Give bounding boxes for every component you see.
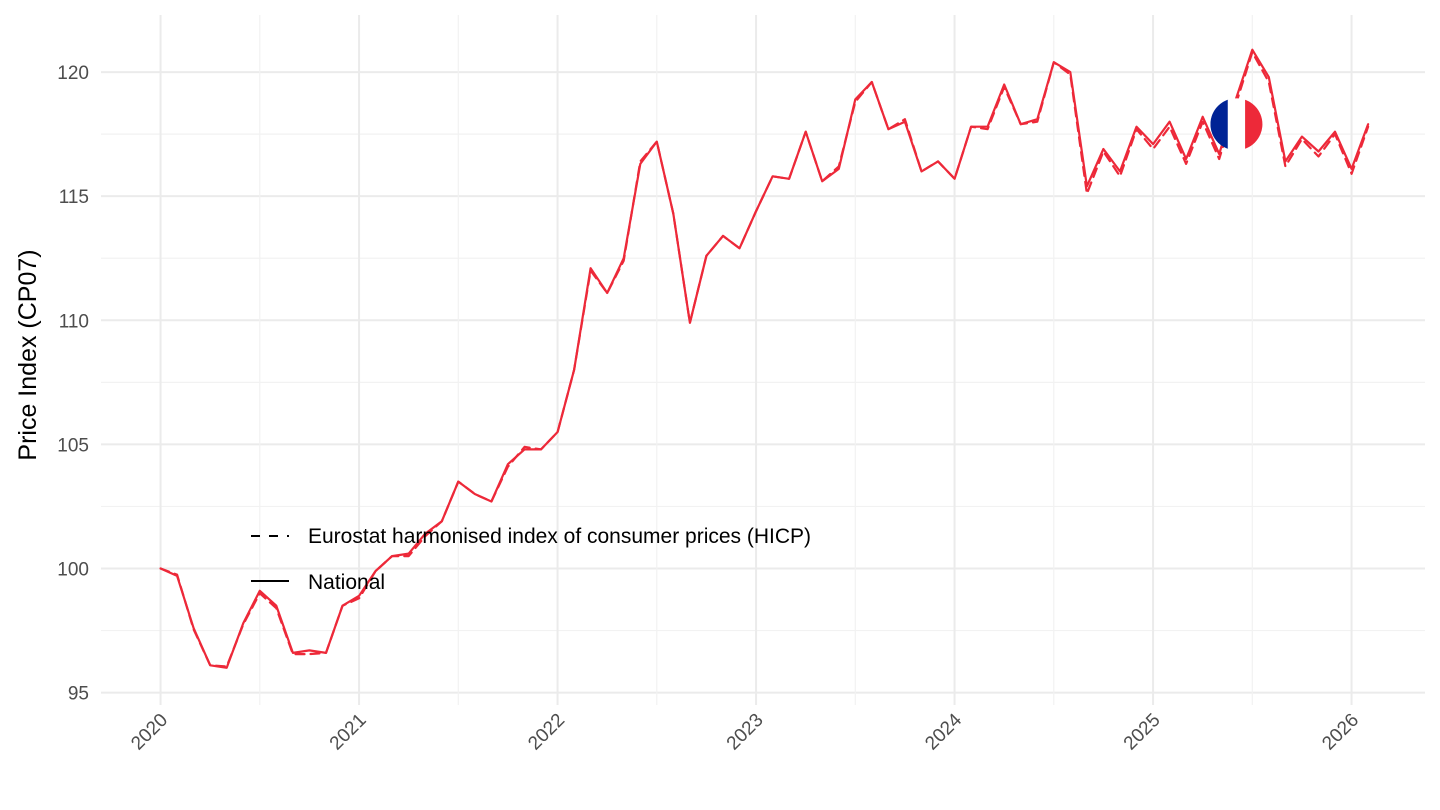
x-tick-label: 2021	[326, 710, 371, 755]
x-tick-label: 2020	[127, 710, 172, 755]
x-tick-label: 2025	[1120, 710, 1165, 755]
series-line-national	[159, 48, 1370, 669]
legend-label-national: National	[308, 571, 385, 594]
y-tick-label: 100	[57, 559, 89, 580]
grid-layer	[101, 15, 1425, 705]
y-tick-label: 110	[59, 311, 89, 332]
x-axis-ticks: 2020 2021 2022 2023 2024 2025 2026	[127, 709, 1363, 754]
y-tick-label: 120	[57, 63, 89, 84]
x-tick-label: 2026	[1318, 710, 1363, 755]
y-tick-label: 95	[68, 684, 89, 705]
flag-icon	[1210, 98, 1263, 151]
flag-stripe	[1245, 98, 1263, 151]
france-flag-marker	[1210, 98, 1263, 151]
x-tick-label: 2024	[921, 709, 966, 754]
x-tick-label: 2023	[723, 710, 768, 755]
x-tick-label: 2022	[524, 710, 569, 755]
y-tick-label: 105	[57, 435, 89, 456]
series-layer	[159, 48, 1370, 669]
y-axis-ticks: 95 100 105 110 115 120	[57, 63, 89, 705]
flag-stripe	[1227, 98, 1246, 151]
legend: Eurostat harmonised index of consumer pr…	[251, 525, 811, 594]
legend-label-hicp: Eurostat harmonised index of consumer pr…	[308, 525, 811, 548]
flag-stripe	[1210, 98, 1229, 151]
y-tick-label: 115	[59, 187, 89, 208]
y-axis-title: Price Index (CP07)	[14, 249, 42, 460]
